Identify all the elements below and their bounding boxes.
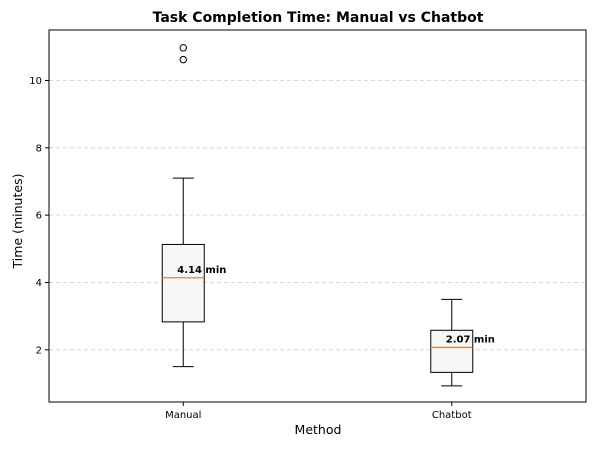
chart-title: Task Completion Time: Manual vs Chatbot — [153, 10, 484, 26]
x-tick-label: Manual — [165, 410, 201, 421]
x-tick-label: Chatbot — [432, 410, 472, 421]
y-tick-label: 2 — [36, 345, 42, 356]
outlier-point — [179, 44, 187, 52]
axes: 2 4 6 8 10 Manual Chatbot — [29, 29, 587, 421]
box-manual: 4.14 min — [161, 44, 226, 368]
y-tick-label: 4 — [36, 278, 42, 289]
y-tick-label: 10 — [29, 76, 42, 87]
plot-frame — [48, 29, 587, 403]
boxes: 4.14 min 2.07 min — [161, 44, 495, 387]
iqr-box — [430, 329, 474, 373]
y-axis-label: Time (minutes) — [10, 174, 25, 270]
iqr-box — [161, 243, 205, 323]
y-tick-label: 6 — [36, 211, 42, 222]
outlier-point — [179, 55, 187, 64]
x-axis-label: Method — [295, 422, 342, 437]
box-chatbot: 2.07 min — [430, 298, 495, 387]
median-label: 2.07 min — [446, 334, 495, 345]
median-label: 4.14 min — [177, 265, 226, 276]
y-tick-label: 8 — [36, 143, 42, 154]
grid-lines — [49, 80, 586, 351]
